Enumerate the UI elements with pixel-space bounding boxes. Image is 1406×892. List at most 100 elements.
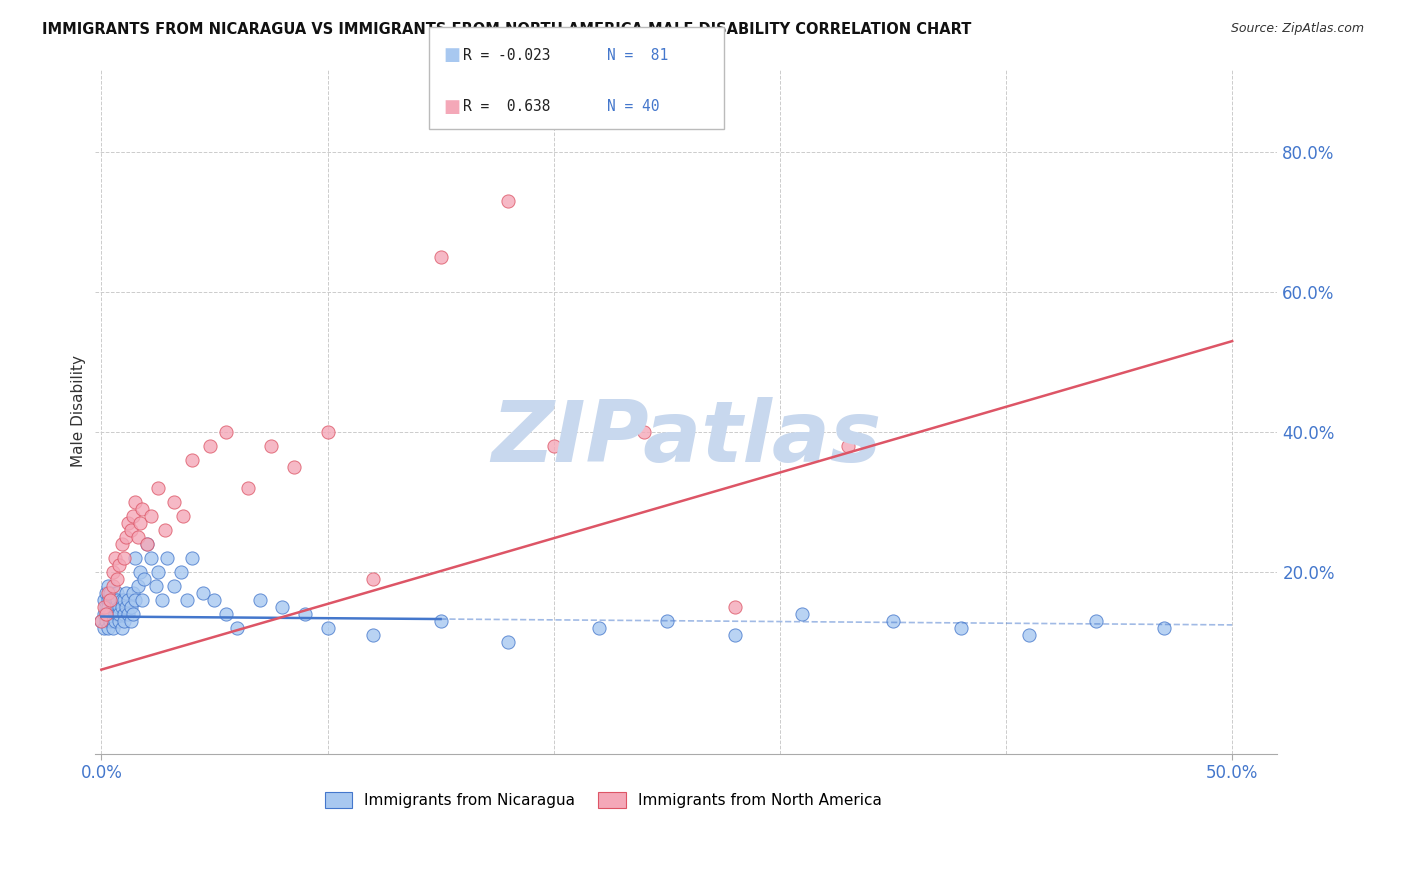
Point bbox=[215, 607, 238, 621]
Point bbox=[180, 453, 202, 467]
Point bbox=[122, 586, 145, 600]
Point bbox=[139, 550, 162, 565]
Point bbox=[115, 599, 138, 614]
Point bbox=[152, 592, 174, 607]
Point bbox=[204, 592, 226, 607]
Text: N =  81: N = 81 bbox=[607, 48, 669, 63]
Point bbox=[117, 607, 139, 621]
Point bbox=[633, 425, 655, 439]
Point bbox=[124, 550, 146, 565]
Point bbox=[90, 614, 112, 628]
Point bbox=[146, 565, 169, 579]
Point bbox=[111, 537, 134, 551]
Point bbox=[498, 194, 520, 209]
Point bbox=[112, 592, 135, 607]
Point bbox=[1085, 614, 1108, 628]
Point bbox=[146, 481, 169, 495]
Point bbox=[117, 516, 139, 530]
Point bbox=[97, 579, 120, 593]
Point bbox=[104, 599, 127, 614]
Text: Source: ZipAtlas.com: Source: ZipAtlas.com bbox=[1230, 22, 1364, 36]
Point bbox=[97, 621, 120, 635]
Point bbox=[837, 439, 859, 453]
Point bbox=[139, 508, 162, 523]
Point bbox=[93, 599, 115, 614]
Point bbox=[90, 614, 112, 628]
Point bbox=[226, 621, 249, 635]
Point bbox=[104, 614, 127, 628]
Point bbox=[882, 614, 904, 628]
Point bbox=[723, 599, 745, 614]
Point bbox=[135, 537, 157, 551]
Point bbox=[271, 599, 294, 614]
Point bbox=[100, 592, 122, 607]
Point bbox=[283, 459, 305, 474]
Point bbox=[135, 537, 157, 551]
Point bbox=[105, 592, 128, 607]
Point bbox=[100, 614, 122, 628]
Point bbox=[94, 607, 117, 621]
Point bbox=[128, 565, 150, 579]
Point bbox=[104, 607, 127, 621]
Point bbox=[215, 425, 238, 439]
Point bbox=[588, 621, 610, 635]
Point bbox=[105, 607, 128, 621]
Point bbox=[101, 579, 124, 593]
Point bbox=[238, 481, 260, 495]
Point bbox=[145, 579, 167, 593]
Point bbox=[198, 439, 221, 453]
Point bbox=[97, 592, 120, 607]
Point bbox=[361, 628, 384, 642]
Text: ■: ■ bbox=[443, 98, 460, 116]
Point bbox=[120, 614, 142, 628]
Point bbox=[543, 439, 565, 453]
Point bbox=[111, 621, 134, 635]
Point bbox=[655, 614, 678, 628]
Point bbox=[361, 572, 384, 586]
Text: N = 40: N = 40 bbox=[607, 99, 659, 114]
Point bbox=[163, 579, 186, 593]
Point bbox=[124, 592, 146, 607]
Y-axis label: Male Disability: Male Disability bbox=[72, 355, 86, 467]
Point bbox=[429, 614, 451, 628]
Point bbox=[122, 607, 145, 621]
Point bbox=[108, 607, 131, 621]
Point bbox=[120, 523, 142, 537]
Point bbox=[316, 425, 339, 439]
Point bbox=[163, 495, 186, 509]
Point bbox=[131, 592, 153, 607]
Point bbox=[260, 439, 283, 453]
Point bbox=[108, 599, 131, 614]
Point bbox=[97, 586, 120, 600]
Point bbox=[127, 579, 149, 593]
Point bbox=[97, 607, 120, 621]
Point bbox=[111, 592, 134, 607]
Point bbox=[122, 508, 145, 523]
Text: ■: ■ bbox=[443, 46, 460, 64]
Point bbox=[93, 592, 115, 607]
Text: ZIPatlas: ZIPatlas bbox=[491, 397, 882, 480]
Point bbox=[105, 572, 128, 586]
Point bbox=[128, 516, 150, 530]
Point bbox=[792, 607, 814, 621]
Point bbox=[108, 614, 131, 628]
Point bbox=[1018, 628, 1040, 642]
Point bbox=[120, 599, 142, 614]
Text: IMMIGRANTS FROM NICARAGUA VS IMMIGRANTS FROM NORTH AMERICA MALE DISABILITY CORRE: IMMIGRANTS FROM NICARAGUA VS IMMIGRANTS … bbox=[42, 22, 972, 37]
Point bbox=[949, 621, 972, 635]
Point bbox=[111, 599, 134, 614]
Point bbox=[101, 592, 124, 607]
Point bbox=[105, 586, 128, 600]
Point bbox=[316, 621, 339, 635]
Point bbox=[101, 621, 124, 635]
Point bbox=[112, 607, 135, 621]
Point bbox=[93, 621, 115, 635]
Point bbox=[94, 614, 117, 628]
Point bbox=[93, 607, 115, 621]
Point bbox=[112, 550, 135, 565]
Point bbox=[97, 599, 120, 614]
Point bbox=[100, 592, 122, 607]
Point bbox=[104, 592, 127, 607]
Point bbox=[94, 607, 117, 621]
Point bbox=[108, 558, 131, 572]
